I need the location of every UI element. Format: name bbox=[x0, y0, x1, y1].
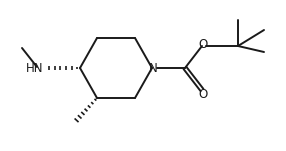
Text: N: N bbox=[149, 61, 157, 74]
Text: HN: HN bbox=[25, 61, 43, 74]
Text: O: O bbox=[198, 37, 208, 50]
Text: O: O bbox=[198, 87, 208, 101]
